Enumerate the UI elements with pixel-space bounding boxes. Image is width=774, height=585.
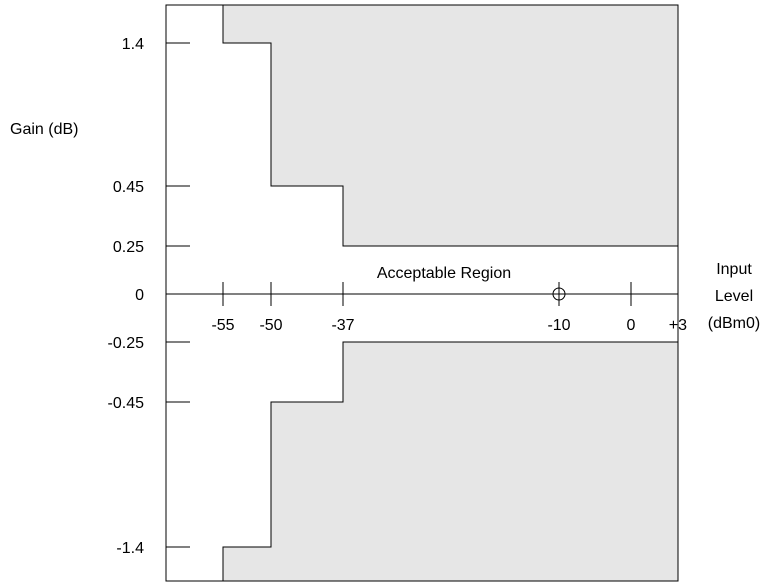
x-axis-label-line-2: Level [715, 288, 753, 305]
y-tick-label: -0.25 [108, 335, 145, 352]
y-tick-label: -0.45 [108, 395, 145, 412]
upper-limit-line [222, 5, 678, 247]
y-axis-label: Gain (dB) [10, 121, 78, 138]
y-tick-label: 1.4 [122, 36, 144, 53]
x-axis-label-line-1: Input [716, 261, 752, 278]
x-axis-label-line-3: (dBm0) [708, 315, 760, 332]
lower-limit-line [222, 341, 678, 581]
y-tick-label: 0 [135, 287, 144, 304]
x-tick-label: -50 [259, 317, 282, 334]
upper-forbidden-region [223, 5, 678, 246]
acceptable-region-label: Acceptable Region [377, 265, 511, 282]
x-tick-label: +3 [669, 317, 687, 334]
x-tick-label: -37 [331, 317, 354, 334]
x-tick-label: -10 [547, 317, 570, 334]
x-tick-label: -55 [211, 317, 234, 334]
y-tick-label: 0.25 [113, 239, 144, 256]
y-tick-label: 0.45 [113, 179, 144, 196]
lower-forbidden-region [223, 342, 678, 581]
y-tick-label: -1.4 [116, 540, 144, 557]
x-tick-label: 0 [627, 317, 636, 334]
